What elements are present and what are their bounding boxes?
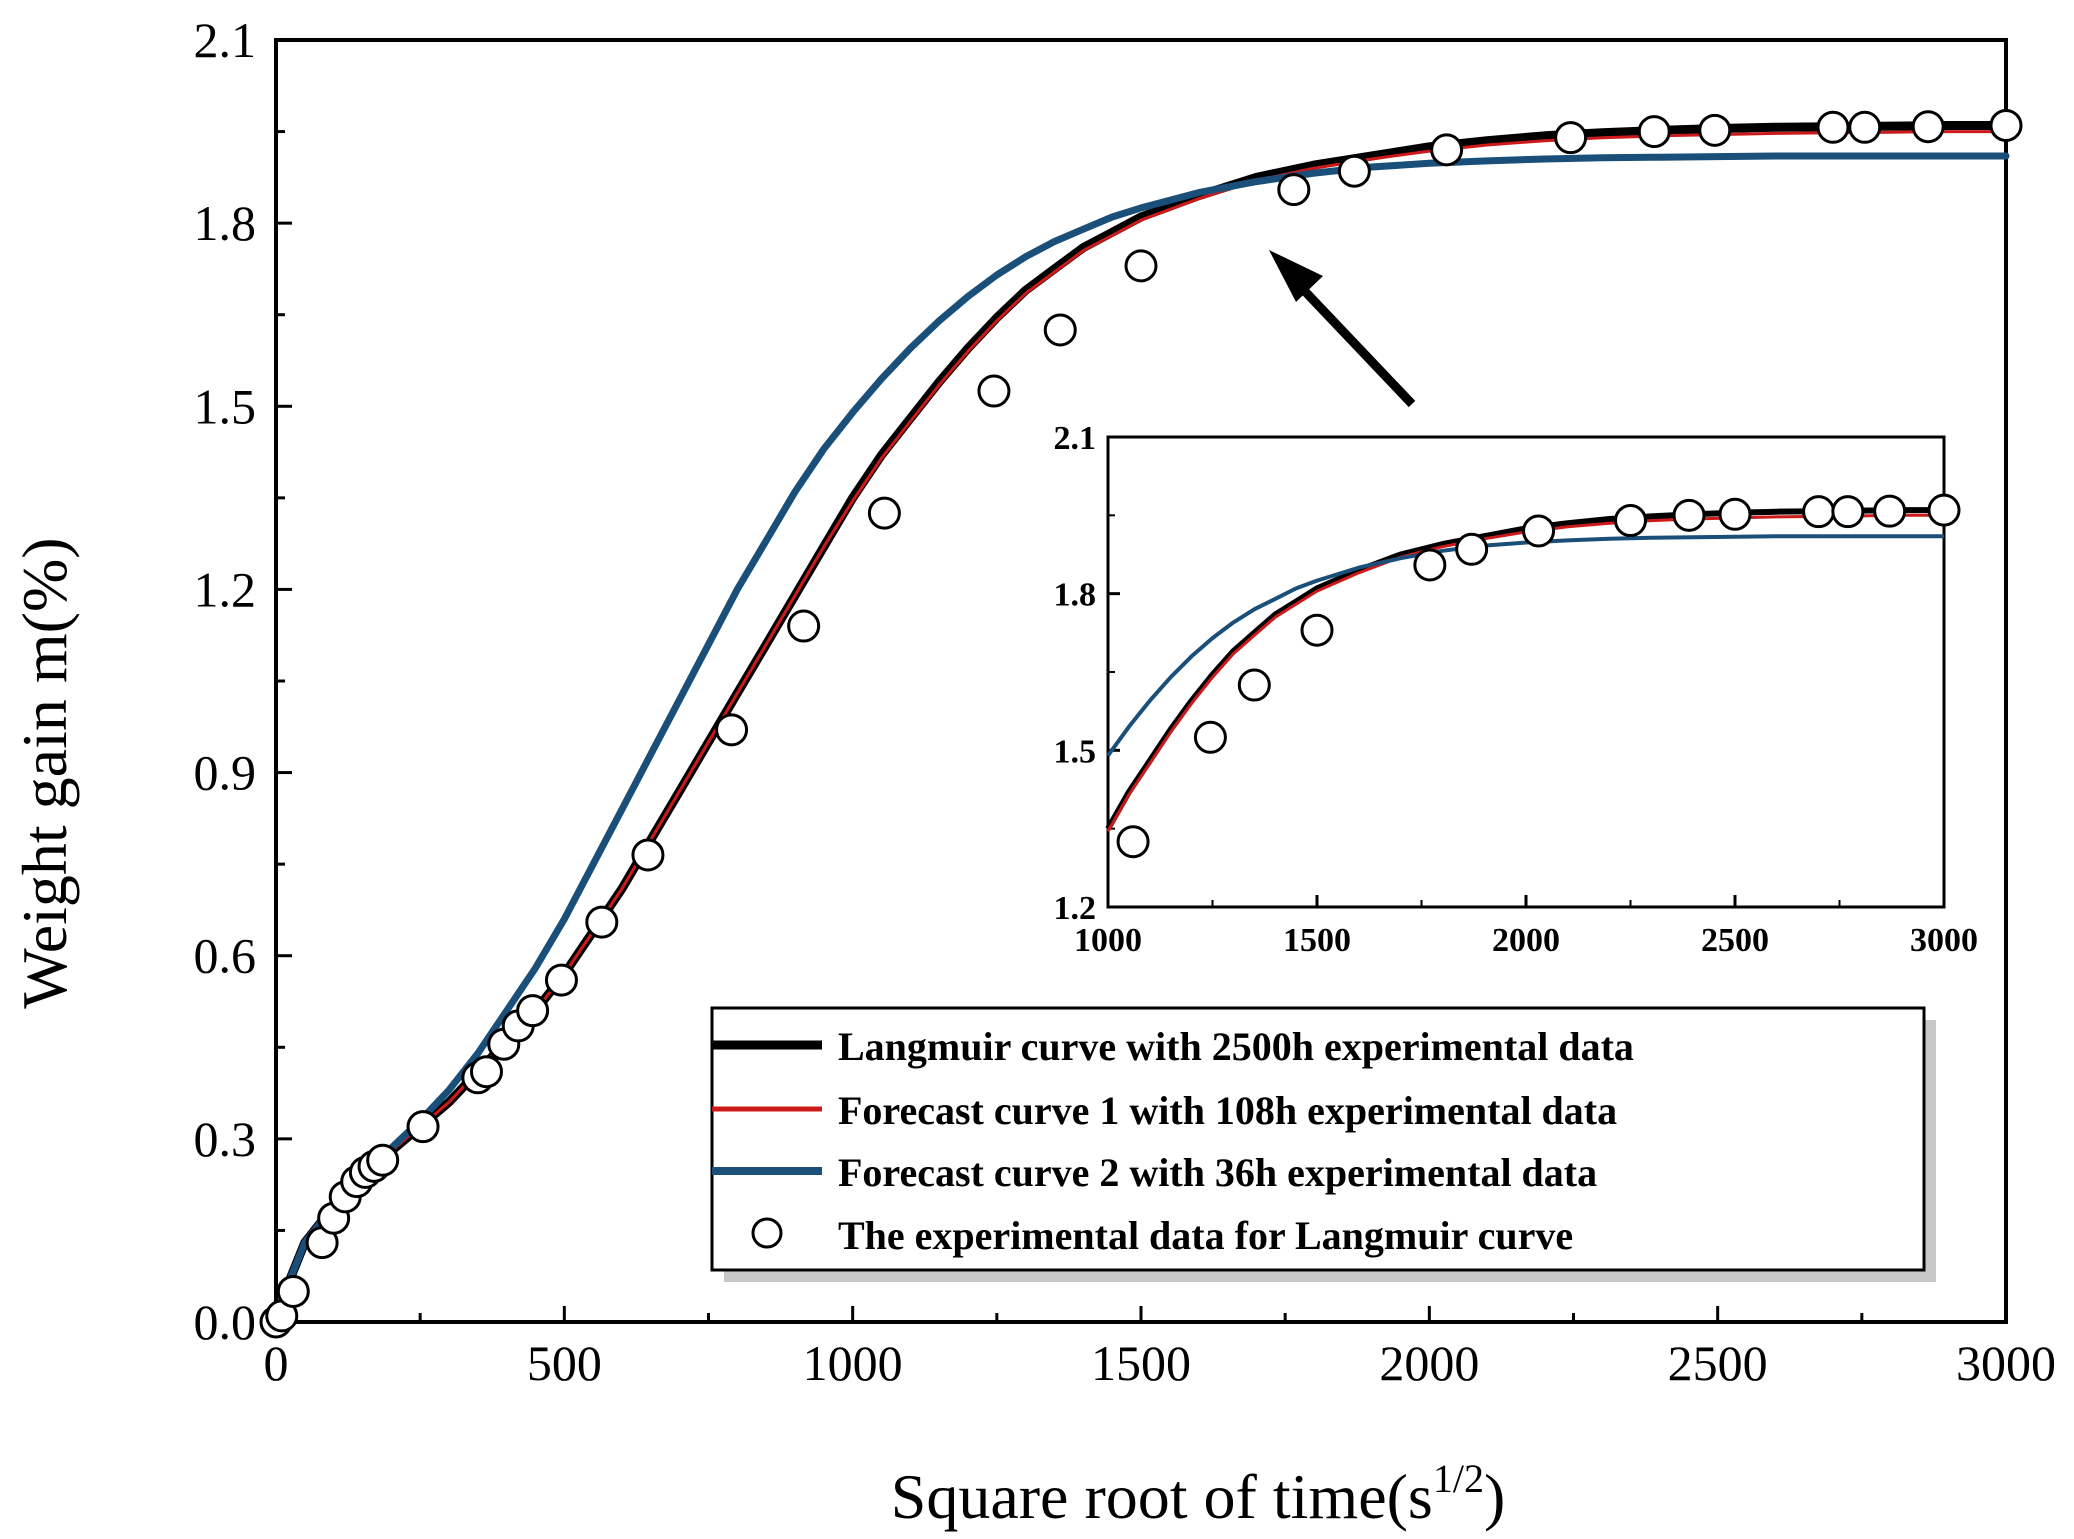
legend-marker-experimental [751, 1217, 783, 1249]
data-point [276, 1274, 310, 1308]
inset-data-point [1116, 825, 1150, 859]
inset-data-point [1831, 495, 1865, 529]
inset-data-point [1927, 493, 1961, 527]
inset-axis-ticks [1106, 435, 1946, 909]
inset-data-point [1672, 498, 1706, 532]
inset-y-tick-label: 1.5 [1054, 733, 1097, 770]
data-point [585, 905, 619, 939]
data-point [715, 713, 749, 747]
data-point [1848, 110, 1882, 144]
x-tick-label: 1000 [803, 1335, 903, 1391]
inset-y-tick-label: 1.2 [1054, 890, 1097, 927]
x-tick-label: 2500 [1668, 1335, 1768, 1391]
data-point [1989, 108, 2023, 142]
arrow-shaft [1294, 280, 1416, 408]
inset-x-tick-label: 3000 [1910, 922, 1978, 959]
legend-label-langmuir: Langmuir curve with 2500h experimental d… [838, 1024, 1634, 1069]
data-point [1043, 313, 1077, 347]
inset-y-tick-label: 2.1 [1054, 420, 1097, 457]
y-tick-label: 0.3 [194, 1111, 257, 1167]
inset-chart: 1000 1500 2000 2500 3000 1.2 1.5 1.8 2.1 [1054, 420, 1979, 959]
data-point [1554, 121, 1588, 155]
data-point [1430, 133, 1464, 167]
x-axis-title-superscript: 1/2 [1433, 1456, 1484, 1501]
data-point [1637, 115, 1671, 149]
data-point [631, 838, 665, 872]
inset-data-point [1522, 514, 1556, 548]
y-tick-label: 0.6 [194, 928, 257, 984]
y-tick-label: 2.1 [194, 12, 257, 68]
data-point [516, 994, 550, 1028]
data-point [867, 496, 901, 530]
arrow-head [1269, 250, 1323, 302]
inset-data-point [1300, 613, 1334, 647]
data-point [1698, 113, 1732, 147]
x-axis-title-suffix: ) [1484, 1461, 1505, 1532]
inset-data-point [1455, 532, 1489, 566]
main-data-markers [259, 108, 2023, 1339]
y-tick-label: 0.9 [194, 745, 257, 801]
data-point [1911, 110, 1945, 144]
inset-x-tick-label: 2500 [1701, 922, 1769, 959]
x-tick-label: 2000 [1379, 1335, 1479, 1391]
y-tick-label: 1.2 [194, 561, 257, 617]
y-tick-label: 1.5 [194, 378, 257, 434]
inset-y-tick-label: 1.8 [1054, 577, 1097, 614]
data-point [1277, 173, 1311, 207]
main-axis-ticks [274, 38, 2008, 1324]
data-point [366, 1143, 400, 1177]
inset-series-line-0 [1105, 507, 1944, 831]
data-point [1124, 249, 1158, 283]
y-axis-title: Weight gain m(%) [9, 537, 80, 1008]
inset-data-point [1873, 494, 1907, 528]
data-point [1816, 110, 1850, 144]
inset-x-tick-label: 1000 [1074, 922, 1142, 959]
legend-label-forecast-1: Forecast curve 1 with 108h experimental … [838, 1088, 1617, 1133]
data-point [406, 1110, 440, 1144]
inset-x-tick-label: 2000 [1492, 922, 1560, 959]
inset-data-point [1193, 720, 1227, 754]
y-tick-label: 1.8 [194, 195, 257, 251]
x-tick-label: 3000 [1956, 1335, 2056, 1391]
legend-label-experimental: The experimental data for Langmuir curve [838, 1213, 1573, 1258]
inset-data-point [1614, 504, 1647, 538]
inset-data-point [1413, 548, 1447, 582]
x-tick-label: 1500 [1091, 1335, 1191, 1391]
x-tick-label: 500 [527, 1335, 602, 1391]
data-point [469, 1055, 503, 1089]
x-axis-title: Square root of time(s1/2) [891, 1456, 1506, 1532]
inset-data-point [1802, 495, 1836, 529]
data-point [544, 963, 578, 997]
inset-data-point [1718, 497, 1752, 531]
x-tick-label: 0 [264, 1335, 289, 1391]
inset-x-tick-label: 1500 [1283, 922, 1351, 959]
data-point [1337, 154, 1371, 188]
legend: Langmuir curve with 2500h experimental d… [710, 1006, 1936, 1282]
legend-label-forecast-2: Forecast curve 2 with 36h experimental d… [838, 1150, 1597, 1195]
data-point [977, 374, 1011, 408]
y-tick-label: 0.0 [194, 1294, 257, 1350]
legend-box [710, 1006, 1926, 1272]
main-tick-labels: 0 500 1000 1500 2000 2500 30000.00.30.60.91.21… [194, 12, 2057, 1391]
inset-tick-labels: 1000 1500 2000 2500 3000 1.2 1.5 1.8 2.1 [1054, 420, 1979, 959]
annotation-arrow [1269, 250, 1416, 408]
data-point [787, 609, 821, 643]
inset-data-point [1237, 668, 1271, 702]
inset-data-markers [1116, 493, 1961, 859]
x-axis-title-main: Square root of time(s [891, 1461, 1433, 1532]
